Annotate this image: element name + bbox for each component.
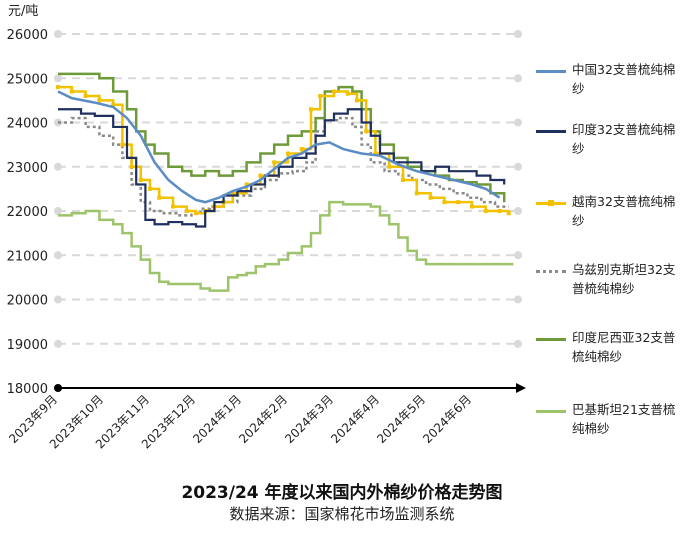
series-marker-2 xyxy=(332,89,336,94)
series-marker-2 xyxy=(258,173,263,178)
y-tick-label: 25000 xyxy=(7,72,48,87)
series-marker-2 xyxy=(129,164,134,169)
y-tick-label: 18000 xyxy=(7,382,48,397)
gridline-end-dot xyxy=(514,74,522,83)
legend-marker xyxy=(548,200,554,206)
y-tick-label: 24000 xyxy=(7,117,48,132)
series-marker-2 xyxy=(148,186,152,191)
y-tick-label: 26000 xyxy=(7,28,48,43)
series-line-0 xyxy=(57,90,501,204)
series-marker-2 xyxy=(456,200,461,205)
gridline-end-dot xyxy=(514,207,522,215)
series-marker-2 xyxy=(364,129,369,134)
series-line-3 xyxy=(58,116,509,217)
chart-source: 数据来源：国家棉花市场监测系统 xyxy=(229,505,455,523)
x-tick-label: 2024年2月 xyxy=(236,392,290,446)
gridline-end-dot xyxy=(514,295,522,304)
y-tick-label: 22000 xyxy=(7,205,48,220)
gridline-start-dot xyxy=(54,162,62,171)
gridline-start-dot xyxy=(54,207,62,215)
x-tick-label: 2024年4月 xyxy=(328,392,382,446)
y-axis-label: 元/吨 xyxy=(8,4,38,19)
series-marker-2 xyxy=(470,204,474,209)
x-tick-label: 2024年6月 xyxy=(420,392,474,446)
legend-label: 巴基斯坦21支普梳纯棉纱 xyxy=(572,402,676,436)
series-line-1 xyxy=(58,108,506,228)
series-marker-2 xyxy=(272,160,277,165)
x-axis-arrow-icon xyxy=(516,383,526,393)
gridline-start-dot xyxy=(54,339,62,348)
gridline-start-dot xyxy=(54,295,62,304)
y-tick-label: 23000 xyxy=(7,161,48,176)
series-marker-2 xyxy=(230,191,235,196)
gridline-end-dot xyxy=(514,118,522,127)
series-marker-2 xyxy=(318,93,323,98)
series-marker-2 xyxy=(497,209,502,213)
series-line-2 xyxy=(58,85,511,215)
gridline-end-dot xyxy=(514,162,522,171)
legend-label: 乌兹别克斯坦32支普梳纯棉纱 xyxy=(572,262,676,296)
legend-swatch xyxy=(536,70,566,73)
legend-label: 越南32支普梳纯棉纱 xyxy=(572,194,676,228)
series-marker-2 xyxy=(309,107,313,112)
series-marker-2 xyxy=(194,211,198,216)
series-line-5 xyxy=(58,200,514,292)
series-marker-2 xyxy=(299,147,304,152)
series-marker-2 xyxy=(373,151,378,156)
y-tick-label: 21000 xyxy=(7,249,48,264)
series-marker-2 xyxy=(120,142,125,147)
x-tick-label: 2024年1月 xyxy=(190,392,244,446)
series-marker-2 xyxy=(345,91,350,96)
series-marker-2 xyxy=(157,195,162,200)
series-marker-2 xyxy=(69,89,74,94)
series-marker-2 xyxy=(184,209,189,213)
gridline-end-dot xyxy=(514,339,522,348)
legend-label: 印度尼西亚32支普梳纯棉纱 xyxy=(572,330,676,364)
series-marker-2 xyxy=(138,178,143,183)
series-marker-2 xyxy=(401,178,405,183)
series-marker-2 xyxy=(442,200,447,205)
legend-swatch xyxy=(536,338,566,341)
series-marker-2 xyxy=(286,151,290,156)
x-tick-label: 2024年3月 xyxy=(282,392,336,446)
series-marker-2 xyxy=(83,93,88,98)
legend-swatch xyxy=(536,410,566,413)
series-marker-2 xyxy=(97,98,102,103)
gridline-end-dot xyxy=(514,30,522,38)
x-axis-origin-dot xyxy=(54,384,62,392)
series-marker-2 xyxy=(244,182,249,187)
chart-title: 2023/24 年度以来国内外棉纱价格走势图 xyxy=(181,483,503,503)
legend-label: 印度32支普梳纯棉纱 xyxy=(572,122,676,156)
x-tick-label: 2024年5月 xyxy=(374,392,428,446)
series-marker-2 xyxy=(56,85,60,90)
series-marker-2 xyxy=(483,209,488,213)
series-marker-2 xyxy=(387,164,392,169)
series-marker-2 xyxy=(414,191,419,196)
gridline-start-dot xyxy=(54,251,62,260)
series-marker-2 xyxy=(428,195,433,200)
gridline-start-dot xyxy=(54,74,62,83)
gridline-start-dot xyxy=(54,30,62,38)
legend-swatch xyxy=(536,200,566,206)
series-marker-2 xyxy=(355,98,359,103)
series-marker-2 xyxy=(171,204,175,209)
y-tick-label: 19000 xyxy=(7,338,48,353)
series-marker-2 xyxy=(506,211,511,216)
legend-swatch xyxy=(536,130,566,133)
series-line-4 xyxy=(58,72,506,203)
gridline-end-dot xyxy=(514,251,522,260)
legend-swatch xyxy=(536,270,566,273)
y-tick-label: 20000 xyxy=(7,294,48,309)
legend-label: 中国32支普梳纯棉纱 xyxy=(572,62,676,96)
series-marker-2 xyxy=(111,102,116,107)
